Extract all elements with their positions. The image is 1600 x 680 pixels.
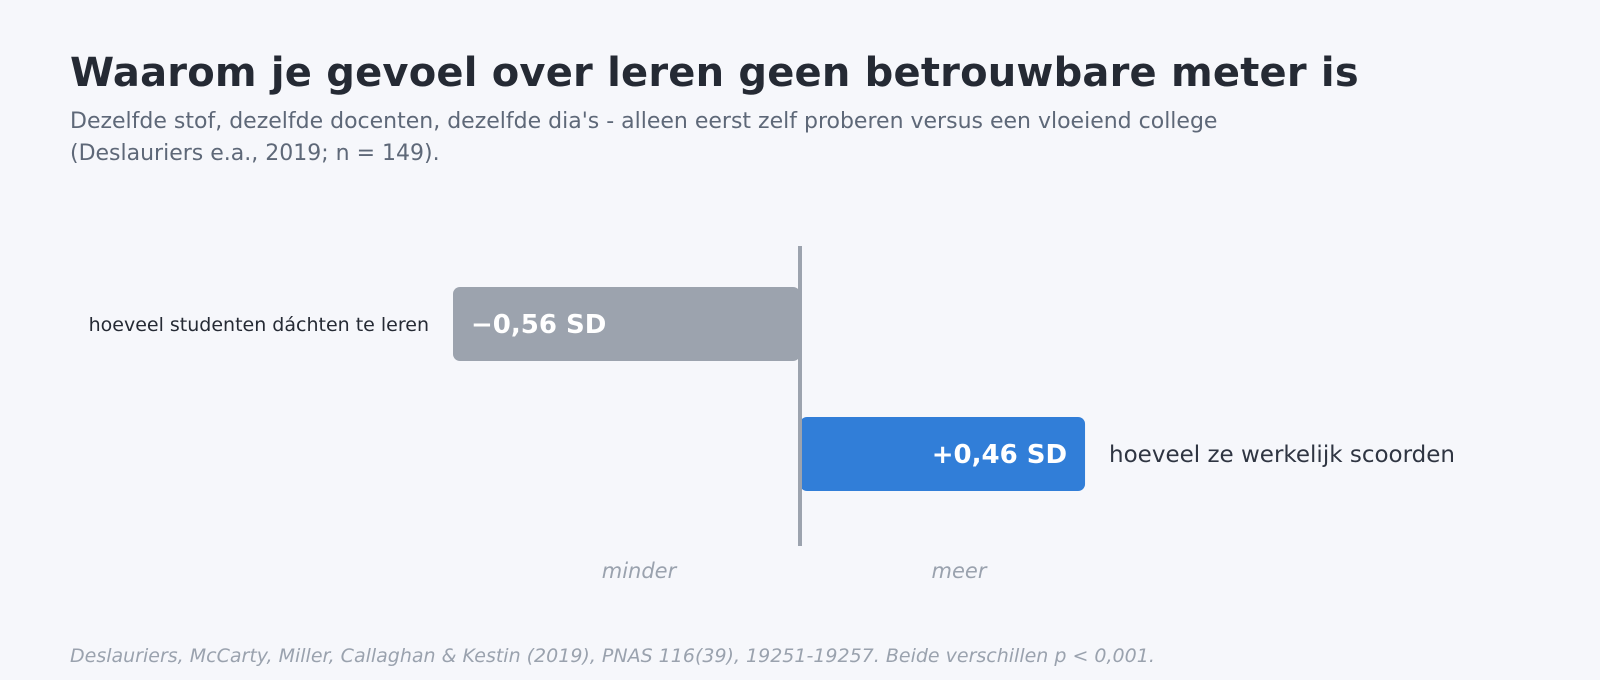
chart-title: Waarom je gevoel over leren geen betrouw… (70, 50, 1359, 96)
category-label-1: hoeveel studenten dáchten te leren (89, 314, 429, 336)
bar-value-label-1: −0,56 SD (471, 310, 606, 340)
category-label-2: hoeveel ze werkelijk scoorden (1109, 442, 1455, 468)
bar-1 (453, 287, 800, 361)
chart-subtitle: Dezelfde stof, dezelfde docenten, dezelf… (70, 109, 1218, 166)
bar-2 (800, 417, 1086, 491)
axis-label-meer: meer (932, 559, 988, 583)
bar-value-label-2: +0,46 SD (932, 440, 1067, 470)
axis-label-minder: minder (602, 559, 678, 583)
source-footnote: Deslauriers, McCarty, Miller, Callaghan … (70, 645, 1155, 667)
